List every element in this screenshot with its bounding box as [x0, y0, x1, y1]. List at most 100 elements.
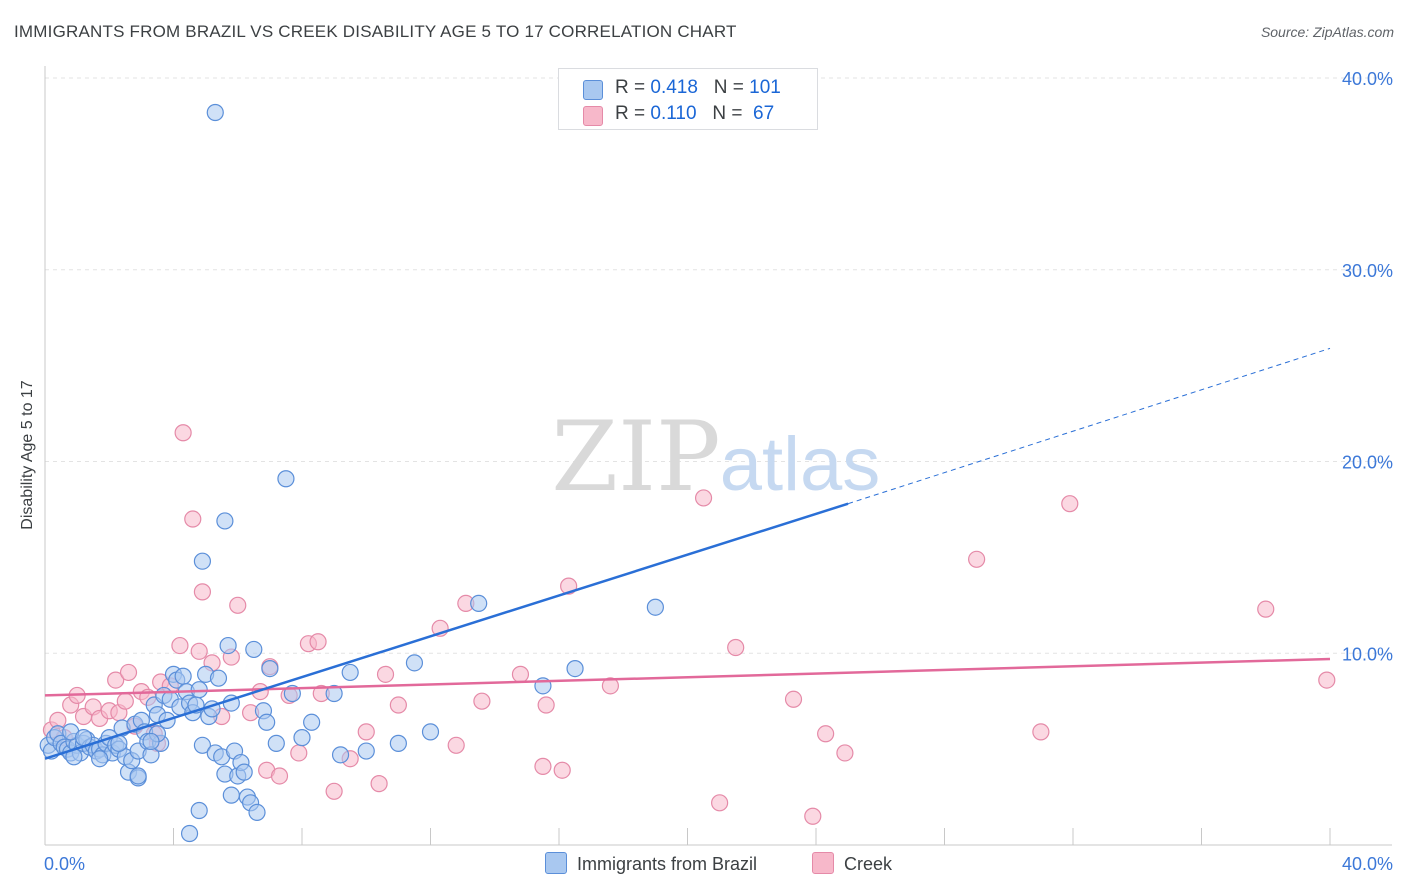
n-value-brazil: 101: [749, 77, 781, 98]
watermark: ZIP atlas: [551, 401, 880, 513]
creek-point: [389, 696, 407, 714]
brazil-point: [180, 824, 199, 843]
y-tick-label: 30.0%: [1342, 261, 1393, 281]
creek-point: [1257, 600, 1275, 618]
creek-point: [116, 692, 134, 710]
brazil-point: [303, 713, 321, 731]
brazil-point: [174, 667, 192, 685]
creek-point: [1061, 495, 1079, 513]
brazil-trend-line: [44, 502, 849, 760]
creek-point: [817, 725, 835, 743]
creek-point: [370, 775, 388, 793]
legend-label-brazil: Immigrants from Brazil: [577, 854, 758, 874]
creek-point: [107, 671, 125, 689]
creek-point: [473, 692, 491, 710]
brazil-point: [405, 654, 424, 672]
creek-point: [193, 583, 212, 601]
brazil-point: [142, 732, 160, 751]
brazil-point: [470, 594, 488, 612]
creek-point: [1318, 671, 1336, 689]
n-value-creek: 67: [753, 103, 775, 124]
creek-point: [784, 690, 803, 708]
source-label: Source: ZipAtlas.com: [1260, 24, 1394, 40]
trend-lines: [44, 347, 1331, 760]
brazil-point: [245, 640, 263, 659]
brazil-point: [193, 736, 212, 754]
brazil-point: [74, 729, 93, 747]
creek-point: [694, 489, 713, 507]
r-label: R =: [615, 103, 646, 124]
creek-point: [601, 677, 620, 695]
brazil-point: [222, 786, 240, 804]
brazil-legend-swatch: [545, 852, 567, 874]
y-tick-label: 20.0%: [1342, 453, 1393, 473]
brazil-point: [331, 746, 350, 764]
brazil-point: [267, 734, 285, 752]
brazil-point: [341, 663, 359, 682]
creek-point: [290, 744, 308, 762]
brazil-points: [39, 96, 729, 843]
correlation-legend: R = 0.418 N = 101 R = 0.110 N = 67: [558, 68, 818, 130]
tick-labels: 10.0% 20.0% 30.0% 40.0% 0.0% 40.0%: [44, 69, 1393, 874]
brazil-point: [209, 669, 228, 687]
creek-trend-line: [44, 657, 1331, 697]
creek-point: [357, 723, 375, 741]
brazil-point: [206, 103, 224, 122]
brazil-point: [277, 470, 295, 488]
x-tick-label: 40.0%: [1342, 854, 1393, 874]
creek-point: [534, 757, 552, 775]
creek-point: [376, 665, 395, 683]
creek-point: [325, 782, 343, 800]
creek-point: [727, 638, 745, 657]
creek-point: [553, 761, 571, 779]
brazil-point: [219, 636, 237, 655]
creek-point: [836, 744, 854, 762]
brazil-point: [389, 734, 407, 752]
legend-item-creek[interactable]: Creek: [812, 852, 892, 875]
creek-legend-swatch: [812, 852, 834, 874]
creek-point: [119, 663, 138, 682]
brazil-point: [235, 763, 253, 781]
r-value-creek: 0.110: [650, 103, 697, 124]
creek-point: [1032, 723, 1050, 741]
brazil-point: [258, 713, 276, 731]
brazil-point: [357, 742, 375, 760]
brazil-point: [646, 598, 664, 616]
creek-point: [270, 767, 289, 785]
legend-item-brazil[interactable]: Immigrants from Brazil: [545, 852, 757, 875]
creek-swatch: [583, 106, 603, 126]
brazil-point: [566, 659, 584, 678]
creek-point: [171, 636, 189, 655]
creek-point: [537, 696, 555, 714]
brazil-point: [216, 512, 234, 530]
watermark-zip: ZIP: [551, 401, 720, 513]
x-tick-label: 0.0%: [44, 854, 85, 874]
brazil-trend-extension: [847, 347, 1331, 505]
creek-point: [229, 596, 247, 614]
creek-point: [804, 807, 822, 825]
brazil-point: [190, 801, 208, 820]
brazil-point: [261, 659, 279, 678]
axes: [44, 66, 1392, 846]
chart-title: IMMIGRANTS FROM BRAZIL VS CREEK DISABILI…: [14, 22, 737, 41]
y-tick-label: 10.0%: [1342, 644, 1393, 664]
creek-point: [184, 510, 202, 528]
creek-point: [511, 665, 530, 683]
brazil-point: [421, 723, 440, 741]
watermark-atlas: atlas: [720, 422, 881, 507]
r-value-brazil: 0.418: [650, 77, 698, 98]
brazil-point: [293, 729, 311, 747]
creek-point: [711, 794, 729, 812]
creek-point: [174, 424, 192, 442]
legend-label-creek: Creek: [844, 854, 893, 874]
n-label: N =: [713, 77, 744, 98]
y-tick-label: 40.0%: [1342, 69, 1393, 89]
brazil-point: [129, 767, 147, 785]
brazil-point: [248, 803, 266, 822]
r-label: R =: [615, 77, 646, 98]
creek-point: [190, 642, 208, 660]
brazil-point: [325, 684, 343, 703]
brazil-point: [91, 750, 109, 768]
creek-point: [309, 633, 327, 651]
